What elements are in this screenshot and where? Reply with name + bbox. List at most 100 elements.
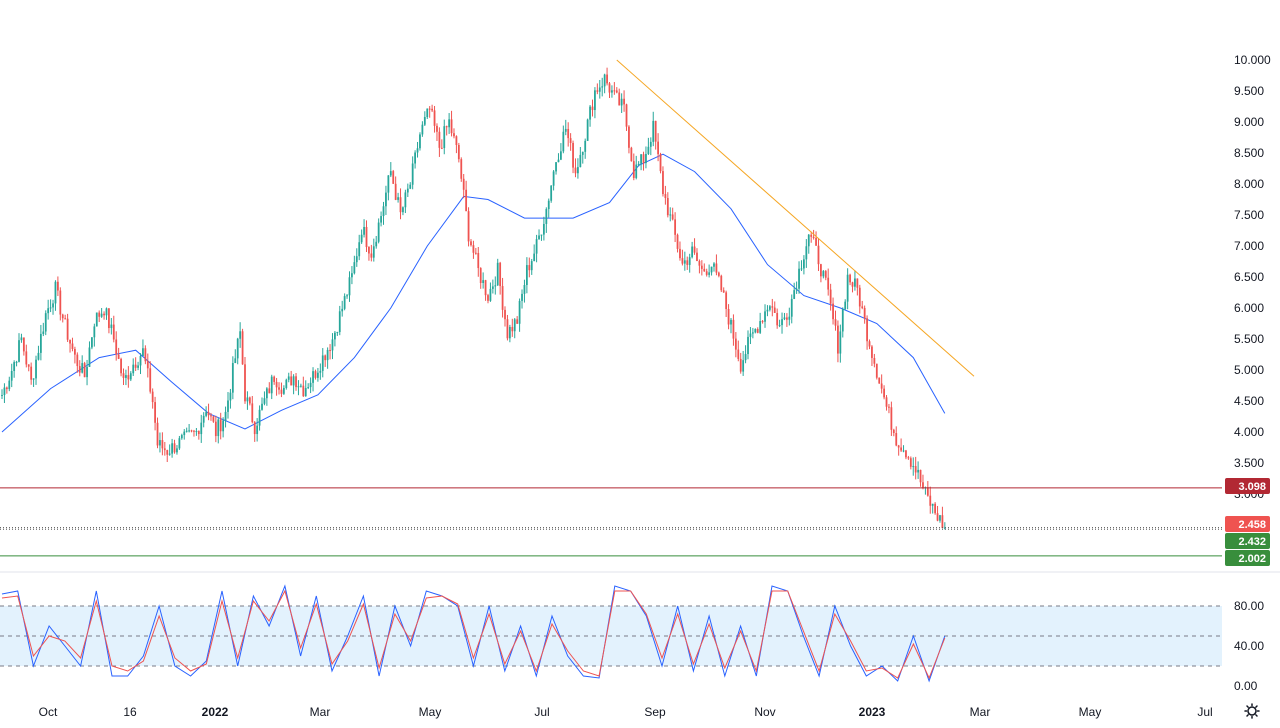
candle[interactable] xyxy=(508,324,511,343)
candle[interactable] xyxy=(375,235,378,249)
candle[interactable] xyxy=(880,374,883,394)
candle[interactable] xyxy=(171,438,173,458)
candle[interactable] xyxy=(389,162,392,178)
candle[interactable] xyxy=(861,300,864,310)
candle[interactable] xyxy=(297,380,300,396)
candle[interactable] xyxy=(494,276,497,295)
candle[interactable] xyxy=(737,340,740,362)
candle[interactable] xyxy=(700,260,703,276)
candle[interactable] xyxy=(895,426,898,447)
candle[interactable] xyxy=(715,254,718,276)
candle[interactable] xyxy=(360,229,363,244)
candle[interactable] xyxy=(105,307,108,320)
candle[interactable] xyxy=(462,173,465,199)
candle[interactable] xyxy=(525,257,528,294)
candle[interactable] xyxy=(314,369,317,380)
candle[interactable] xyxy=(693,238,696,255)
candle[interactable] xyxy=(530,258,533,275)
candle[interactable] xyxy=(134,357,137,371)
candle[interactable] xyxy=(776,308,779,329)
candle[interactable] xyxy=(922,474,924,490)
candle[interactable] xyxy=(115,331,118,361)
candle[interactable] xyxy=(734,332,737,358)
candle[interactable] xyxy=(929,486,932,514)
candle[interactable] xyxy=(159,432,161,453)
candle[interactable] xyxy=(766,305,769,317)
candle[interactable] xyxy=(224,406,227,428)
candle[interactable] xyxy=(657,133,659,162)
candle[interactable] xyxy=(846,268,849,310)
candle[interactable] xyxy=(290,370,293,386)
candle[interactable] xyxy=(717,271,720,278)
candle[interactable] xyxy=(851,281,854,293)
candle[interactable] xyxy=(64,314,67,320)
candle[interactable] xyxy=(834,310,837,331)
candle[interactable] xyxy=(453,128,455,139)
candle[interactable] xyxy=(256,418,259,442)
candle[interactable] xyxy=(183,429,186,440)
candle[interactable] xyxy=(931,503,934,514)
candle[interactable] xyxy=(902,445,905,453)
candle[interactable] xyxy=(117,347,120,360)
candle[interactable] xyxy=(628,125,630,154)
candle[interactable] xyxy=(720,274,723,293)
candle[interactable] xyxy=(292,374,295,395)
candle[interactable] xyxy=(603,73,606,94)
candle[interactable] xyxy=(236,337,239,365)
candle[interactable] xyxy=(414,150,416,169)
candle[interactable] xyxy=(465,180,468,212)
candle[interactable] xyxy=(698,259,701,274)
candle[interactable] xyxy=(586,118,589,142)
candle[interactable] xyxy=(108,308,110,334)
candle[interactable] xyxy=(30,362,33,385)
candle[interactable] xyxy=(319,363,322,380)
candle[interactable] xyxy=(275,377,278,396)
candle[interactable] xyxy=(824,269,827,281)
candle[interactable] xyxy=(421,121,424,137)
candle[interactable] xyxy=(202,412,205,428)
candle[interactable] xyxy=(200,414,203,443)
candle[interactable] xyxy=(112,315,115,343)
candle[interactable] xyxy=(32,378,35,387)
candle[interactable] xyxy=(827,268,830,296)
candle[interactable] xyxy=(837,320,839,363)
candle[interactable] xyxy=(37,345,40,361)
candle[interactable] xyxy=(941,506,944,529)
candle[interactable] xyxy=(688,253,691,273)
candle[interactable] xyxy=(440,139,443,150)
candle[interactable] xyxy=(54,280,57,311)
candle[interactable] xyxy=(81,355,84,374)
candle[interactable] xyxy=(149,361,152,394)
candle[interactable] xyxy=(839,324,842,363)
candle[interactable] xyxy=(445,125,448,136)
candle[interactable] xyxy=(601,77,604,97)
candle[interactable] xyxy=(727,304,730,330)
candle[interactable] xyxy=(873,353,876,368)
candle[interactable] xyxy=(914,456,917,480)
candle[interactable] xyxy=(197,430,200,440)
candle[interactable] xyxy=(513,318,516,339)
candle[interactable] xyxy=(83,361,86,378)
candle[interactable] xyxy=(615,87,618,94)
candle[interactable] xyxy=(562,125,565,154)
candle[interactable] xyxy=(800,260,803,272)
candle[interactable] xyxy=(781,312,783,334)
candle[interactable] xyxy=(61,313,64,323)
candle[interactable] xyxy=(195,428,198,436)
candle[interactable] xyxy=(778,319,781,328)
candle[interactable] xyxy=(455,135,458,154)
candle[interactable] xyxy=(730,317,732,334)
candle[interactable] xyxy=(368,246,370,261)
candle[interactable] xyxy=(547,198,550,218)
candle[interactable] xyxy=(703,263,706,272)
candle[interactable] xyxy=(584,138,587,159)
candle[interactable] xyxy=(793,282,796,300)
candle[interactable] xyxy=(664,185,667,205)
candle[interactable] xyxy=(926,481,929,497)
candle[interactable] xyxy=(479,267,482,289)
candle[interactable] xyxy=(27,364,30,372)
candle[interactable] xyxy=(331,333,334,360)
candle[interactable] xyxy=(142,339,144,357)
candle[interactable] xyxy=(742,351,745,376)
candle[interactable] xyxy=(705,268,708,277)
